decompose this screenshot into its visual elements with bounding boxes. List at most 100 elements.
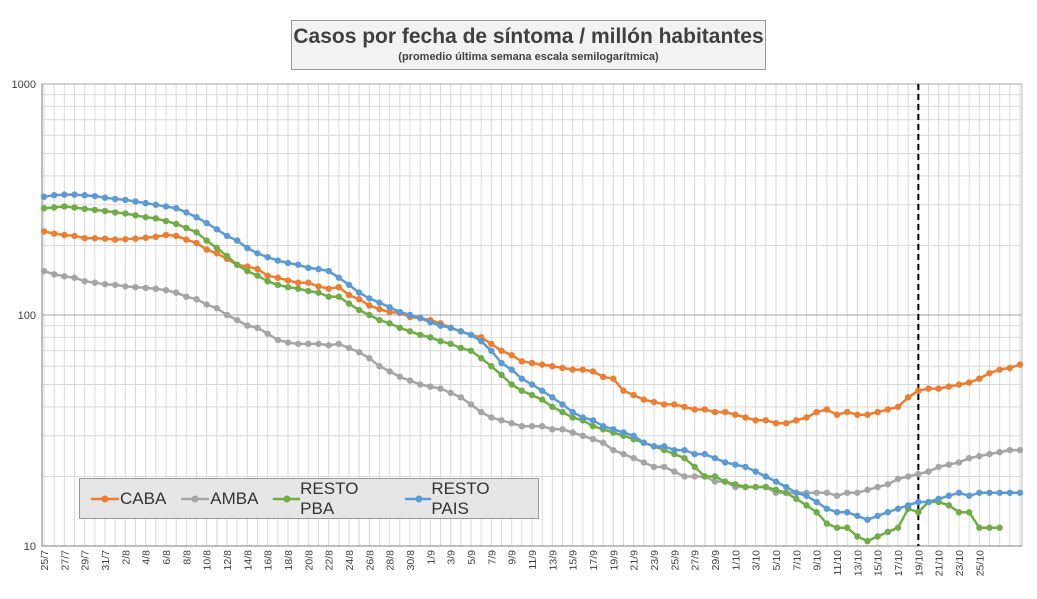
data-point-resto-pais xyxy=(579,414,587,421)
data-point-caba xyxy=(528,359,536,367)
data-point-amba xyxy=(528,423,536,430)
data-point-caba xyxy=(996,366,1003,373)
data-point-amba xyxy=(996,448,1003,456)
data-point-resto-pais xyxy=(294,261,302,268)
data-point-resto-pais xyxy=(650,443,658,450)
data-point-resto-pba xyxy=(518,387,526,394)
x-tick-label: 28/8 xyxy=(385,550,397,571)
x-tick-label: 4/8 xyxy=(141,550,153,565)
data-point-resto-pba xyxy=(711,473,719,480)
data-point-resto-pais xyxy=(782,483,790,491)
data-point-amba xyxy=(91,279,99,286)
data-point-caba xyxy=(965,379,973,386)
data-point-resto-pais xyxy=(976,489,983,496)
data-point-resto-pba xyxy=(691,463,698,471)
data-point-resto-pais xyxy=(660,443,668,450)
x-tick-label: 29/7 xyxy=(80,550,92,571)
data-point-caba xyxy=(183,236,190,243)
data-point-caba xyxy=(81,235,88,242)
data-point-caba xyxy=(335,283,343,291)
data-point-resto-pais xyxy=(752,468,759,475)
data-point-resto-pba xyxy=(976,524,983,531)
data-point-caba xyxy=(782,420,790,427)
data-point-caba xyxy=(315,283,322,290)
data-point-caba xyxy=(376,305,383,313)
data-point-resto-pais xyxy=(793,489,800,496)
data-point-resto-pais xyxy=(823,505,831,512)
data-point-resto-pais xyxy=(335,274,343,281)
data-point-resto-pais xyxy=(884,509,892,516)
data-point-amba xyxy=(884,481,892,488)
x-tick-label: 27/9 xyxy=(690,550,702,571)
data-point-caba xyxy=(50,230,58,237)
data-point-resto-pba xyxy=(986,524,993,531)
data-point-amba xyxy=(854,489,861,496)
data-point-resto-pba xyxy=(406,328,414,335)
data-point-caba xyxy=(874,408,881,416)
data-point-resto-pba xyxy=(193,229,200,236)
data-point-resto-pais xyxy=(711,454,719,462)
data-point-caba xyxy=(904,394,912,401)
data-point-resto-pba xyxy=(315,289,322,296)
data-point-resto-pba xyxy=(498,371,505,379)
data-point-caba xyxy=(569,366,576,373)
data-point-resto-pba xyxy=(762,483,770,491)
x-tick-label: 9/9 xyxy=(507,550,519,565)
data-point-amba xyxy=(152,285,160,292)
data-point-resto-pais xyxy=(620,429,627,436)
data-point-resto-pais xyxy=(91,192,99,200)
data-point-resto-pba xyxy=(294,285,302,292)
x-tick-label: 21/9 xyxy=(629,550,641,571)
data-point-amba xyxy=(111,281,119,289)
data-point-caba xyxy=(122,235,129,243)
data-point-amba xyxy=(223,311,231,319)
data-point-resto-pba xyxy=(559,408,566,416)
chart-title: Casos por fecha de síntoma / millón habi… xyxy=(293,25,764,48)
x-tick-label: 2/8 xyxy=(120,550,132,565)
data-point-resto-pais xyxy=(81,192,88,199)
data-point-amba xyxy=(650,463,658,471)
data-point-caba xyxy=(325,285,332,292)
data-point-resto-pba xyxy=(111,209,119,216)
x-tick-label: 20/8 xyxy=(303,550,315,571)
data-point-caba xyxy=(172,232,180,240)
data-point-resto-pais xyxy=(549,394,556,401)
data-point-amba xyxy=(386,368,393,375)
data-point-caba xyxy=(803,414,810,421)
data-point-resto-pais xyxy=(406,311,414,319)
data-point-resto-pba xyxy=(955,509,963,516)
data-point-caba xyxy=(559,364,566,372)
data-point-caba xyxy=(61,231,68,239)
data-point-caba xyxy=(650,398,658,406)
x-tick-label: 19/10 xyxy=(913,550,925,576)
data-point-caba xyxy=(752,417,759,424)
x-tick-label: 19/9 xyxy=(608,550,620,571)
x-tick-label: 11/10 xyxy=(832,550,844,576)
data-point-caba xyxy=(742,414,749,421)
data-point-resto-pais xyxy=(559,401,566,408)
data-point-amba xyxy=(965,454,973,462)
data-point-resto-pais xyxy=(894,505,902,512)
data-point-resto-pba xyxy=(701,473,709,480)
data-point-amba xyxy=(264,330,271,337)
data-point-caba xyxy=(610,375,617,382)
data-point-caba xyxy=(721,408,729,416)
data-point-caba xyxy=(660,401,668,408)
data-point-amba xyxy=(640,459,648,466)
x-tick-label: 8/8 xyxy=(181,550,193,565)
data-point-resto-pais xyxy=(172,204,180,212)
data-point-resto-pba xyxy=(213,244,221,252)
data-point-amba xyxy=(305,340,312,348)
data-point-resto-pais xyxy=(437,322,444,329)
data-point-resto-pba xyxy=(508,381,515,388)
x-tick-label: 9/10 xyxy=(812,550,824,571)
data-point-resto-pais xyxy=(589,417,597,424)
data-point-amba xyxy=(172,289,180,296)
x-tick-label: 23/9 xyxy=(649,550,661,571)
data-point-caba xyxy=(732,411,739,418)
data-point-resto-pba xyxy=(284,283,292,291)
data-point-resto-pais xyxy=(386,304,393,311)
data-point-resto-pba xyxy=(437,338,444,345)
data-point-resto-pais xyxy=(101,194,109,201)
data-point-amba xyxy=(945,461,953,468)
